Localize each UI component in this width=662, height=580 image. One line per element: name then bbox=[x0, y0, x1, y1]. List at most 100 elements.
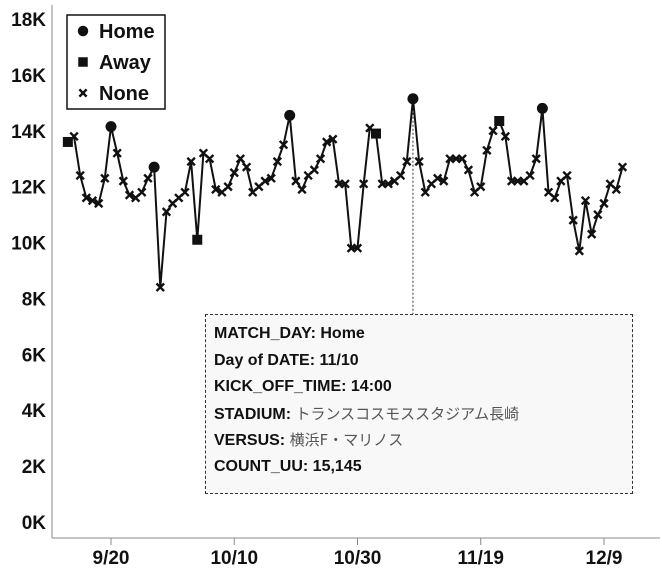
home-point bbox=[284, 109, 296, 121]
home-point bbox=[105, 121, 117, 133]
tooltip-row: MATCH_DAY: Home bbox=[214, 321, 624, 348]
none-point bbox=[180, 187, 190, 197]
none-point bbox=[414, 156, 424, 167]
none-point bbox=[278, 140, 289, 150]
tooltip-key: KICK_OFF_TIME: bbox=[214, 378, 351, 395]
tooltip-key: COUNT_UU: bbox=[214, 457, 313, 475]
legend-marker-none bbox=[78, 88, 88, 98]
away-point bbox=[192, 234, 203, 245]
none-point bbox=[402, 156, 412, 167]
none-point bbox=[531, 154, 541, 164]
tooltip-value: 11/10 bbox=[319, 351, 359, 369]
none-point bbox=[229, 168, 239, 178]
none-point bbox=[235, 154, 246, 164]
legend-marker-home bbox=[77, 25, 89, 37]
legend-label-none: None bbox=[99, 83, 149, 105]
tooltip-value: トランスコスモススタジアム長崎 bbox=[295, 404, 520, 423]
none-point bbox=[525, 170, 535, 181]
none-point bbox=[100, 173, 110, 183]
none-point bbox=[383, 179, 393, 189]
none-point bbox=[186, 156, 196, 167]
home-point bbox=[536, 102, 548, 114]
none-point bbox=[309, 165, 320, 175]
tooltip: MATCH_DAY: Home Day of DATE: 11/10 KICK_OF… bbox=[205, 314, 633, 494]
tooltip-row: STADIUM: トランスコスモススタジアム長崎 bbox=[214, 401, 624, 428]
home-point bbox=[407, 93, 419, 105]
none-point bbox=[562, 170, 572, 181]
none-point bbox=[463, 165, 474, 175]
tooltip-key: Day of DATE: bbox=[214, 351, 320, 369]
none-point bbox=[87, 195, 98, 206]
none-point bbox=[143, 173, 153, 183]
tooltip-value: 14:00 bbox=[350, 378, 392, 395]
y-tick-label: 2K bbox=[22, 457, 47, 478]
none-point bbox=[587, 229, 597, 239]
none-point bbox=[297, 184, 307, 195]
none-point bbox=[617, 162, 628, 172]
none-point bbox=[476, 182, 486, 192]
tooltip-row: Day of DATE: 11/10 bbox=[214, 348, 624, 375]
legend-label-home: Home bbox=[99, 21, 155, 43]
none-point bbox=[340, 179, 350, 189]
none-point bbox=[550, 193, 560, 203]
away-point bbox=[62, 136, 73, 147]
tooltip-value: Home bbox=[320, 325, 365, 342]
y-tick-label: 16K bbox=[11, 66, 46, 87]
y-axis: 0K 2K 4K 6K 8K 10K 12K 14K 16K 18K bbox=[11, 10, 46, 534]
none-point bbox=[593, 209, 603, 220]
none-point bbox=[500, 131, 511, 142]
tooltip-key: STADIUM: bbox=[214, 405, 296, 423]
none-point bbox=[118, 176, 128, 186]
none-point bbox=[482, 145, 492, 155]
none-point bbox=[81, 193, 91, 203]
none-point bbox=[161, 207, 172, 217]
none-point bbox=[94, 198, 104, 209]
none-point bbox=[75, 170, 85, 181]
y-tick-label: 18K bbox=[11, 10, 46, 31]
y-tick-label: 8K bbox=[22, 289, 47, 310]
away-point bbox=[370, 128, 381, 139]
none-point bbox=[266, 173, 276, 183]
x-tick-label: 10/10 bbox=[210, 548, 258, 569]
tooltip-row: VERSUS: 横浜F・マリノス bbox=[214, 427, 624, 454]
none-point bbox=[352, 243, 363, 253]
tooltip-value: 横浜F・マリノス bbox=[289, 431, 404, 449]
tooltip-key: VERSUS: bbox=[214, 432, 290, 449]
none-point bbox=[211, 184, 221, 195]
none-point bbox=[574, 246, 584, 256]
none-point bbox=[155, 282, 165, 292]
none-point bbox=[420, 187, 430, 197]
series-line bbox=[67, 98, 624, 288]
none-point bbox=[599, 198, 609, 209]
y-tick-label: 0K bbox=[22, 513, 47, 534]
none-point bbox=[291, 176, 301, 186]
x-tick-label: 12/9 bbox=[586, 548, 623, 569]
y-tick-label: 4K bbox=[22, 401, 47, 422]
none-point bbox=[69, 131, 79, 142]
legend-label-away: Away bbox=[99, 52, 152, 74]
none-point bbox=[328, 134, 338, 144]
tooltip-key: MATCH_DAY: bbox=[214, 325, 321, 342]
y-tick-label: 6K bbox=[22, 345, 47, 366]
legend-marker-away bbox=[78, 57, 88, 67]
none-point bbox=[204, 154, 215, 164]
series-markers bbox=[62, 93, 628, 292]
none-point bbox=[223, 182, 233, 192]
none-point bbox=[439, 176, 449, 186]
y-tick-label: 12K bbox=[11, 178, 46, 199]
away-point bbox=[494, 115, 505, 126]
x-tick-label: 9/20 bbox=[93, 548, 130, 569]
tooltip-value: 15,145 bbox=[312, 457, 362, 475]
x-tick-label: 10/30 bbox=[334, 548, 382, 569]
none-point bbox=[112, 148, 122, 158]
none-point bbox=[241, 162, 252, 172]
none-point bbox=[315, 154, 326, 164]
tooltip-row: KICK_OFF_TIME: 14:00 bbox=[214, 374, 624, 401]
none-point bbox=[322, 137, 332, 147]
none-point bbox=[488, 126, 498, 136]
none-point bbox=[568, 215, 578, 225]
none-point bbox=[359, 179, 369, 189]
none-point bbox=[260, 176, 270, 186]
y-tick-label: 10K bbox=[11, 234, 46, 255]
